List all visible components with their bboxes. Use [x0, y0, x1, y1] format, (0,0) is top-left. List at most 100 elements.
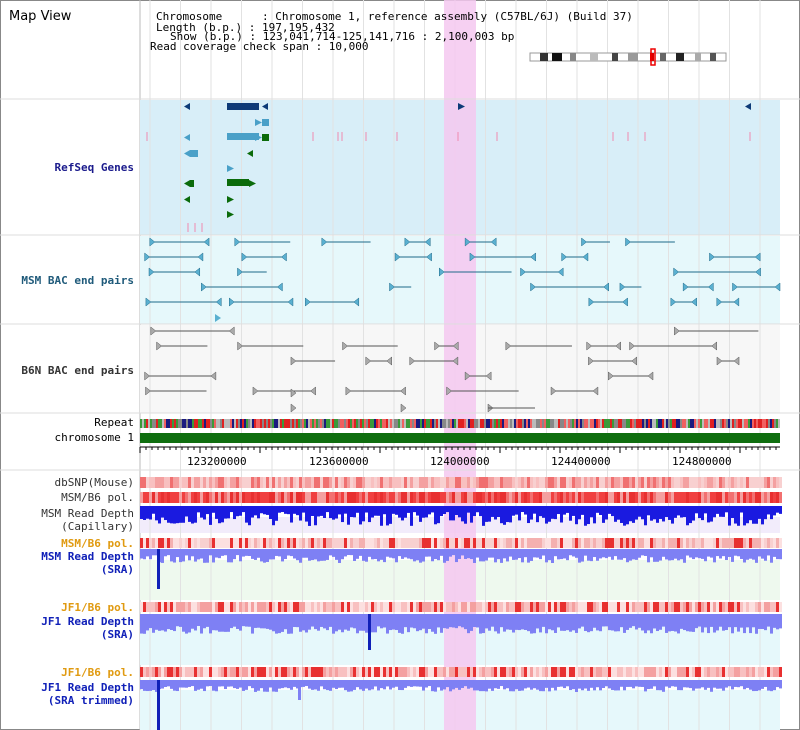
- snp-cell: [296, 492, 299, 503]
- depth-bar: [176, 506, 179, 524]
- repeat-segment: [192, 419, 194, 428]
- depth-bar: [341, 614, 344, 633]
- snp-cell: [554, 602, 557, 612]
- snp-cell: [488, 602, 491, 612]
- depth-bar: [758, 549, 761, 557]
- snp-cell: [422, 477, 425, 488]
- depth-bar: [596, 549, 599, 561]
- depth-bar: [542, 506, 545, 518]
- repeat-segment: [476, 419, 478, 428]
- snp-cell: [188, 602, 191, 612]
- depth-bar: [563, 506, 566, 515]
- snp-cell: [599, 602, 602, 612]
- track-label-jf1-pol-2[interactable]: JF1/B6 pol.: [61, 666, 134, 679]
- snp-cell: [593, 667, 596, 677]
- depth-bar: [710, 614, 713, 627]
- depth-bar: [242, 614, 245, 627]
- depth-bar: [761, 614, 764, 630]
- depth-bar: [308, 506, 311, 526]
- depth-bar: [284, 506, 287, 514]
- snp-cell: [152, 538, 155, 548]
- snp-cell: [293, 667, 296, 677]
- repeat-segment: [322, 419, 324, 428]
- track-label-repeat[interactable]: Repeat: [94, 416, 134, 429]
- snp-cell: [443, 602, 446, 612]
- track-label-msm-pol[interactable]: MSM/B6 pol.: [61, 491, 134, 504]
- track-label-jf1-depth-trimmed[interactable]: JF1 Read Depth: [41, 681, 134, 694]
- track-label-msm-depth-sra[interactable]: MSM Read Depth: [41, 550, 134, 563]
- track-label-refseq[interactable]: RefSeq Genes: [54, 161, 134, 174]
- snp-cell: [284, 477, 287, 488]
- track-label-jf1-pol[interactable]: JF1/B6 pol.: [61, 601, 134, 614]
- snp-cell: [539, 602, 542, 612]
- depth-bar: [554, 506, 557, 520]
- snp-cell: [611, 667, 614, 677]
- depth-bar: [707, 680, 710, 688]
- depth-bar: [602, 549, 605, 558]
- bac-end: [237, 341, 244, 351]
- depth-bar: [704, 680, 707, 690]
- track-label-b6n-bac[interactable]: B6N BAC end pairs: [21, 364, 134, 377]
- depth-bar: [401, 614, 404, 634]
- depth-bar: [149, 549, 152, 560]
- depth-bar: [725, 614, 728, 631]
- snp-cell: [344, 492, 347, 503]
- bac-end: [629, 341, 635, 351]
- depth-bar: [572, 549, 575, 557]
- track-label-jf1-depth-sra[interactable]: JF1 Read Depth: [41, 615, 134, 628]
- depth-bar: [776, 614, 779, 630]
- depth-bar: [749, 680, 752, 690]
- snp-cell: [515, 538, 518, 548]
- depth-bar: [251, 614, 254, 634]
- snp-cell: [362, 602, 365, 612]
- snp-cell: [761, 602, 764, 612]
- depth-bar: [449, 614, 452, 628]
- track-label-msm-depth-capillary[interactable]: MSM Read Depth: [41, 507, 134, 520]
- repeat-segment: [212, 419, 214, 428]
- repeat-segment: [150, 419, 152, 428]
- snp-cell: [308, 602, 311, 612]
- depth-bar: [689, 614, 692, 632]
- depth-bar: [224, 549, 227, 556]
- track-label-dbsnp[interactable]: dbSNP(Mouse): [54, 476, 134, 489]
- track-label-msm-pol-2[interactable]: MSM/B6 pol.: [61, 537, 134, 550]
- track-label-chromosome[interactable]: chromosome 1: [54, 431, 134, 444]
- snp-cell: [599, 477, 602, 488]
- snp-cell: [317, 492, 320, 503]
- snp-cell: [539, 492, 542, 503]
- repeat-segment: [196, 419, 198, 428]
- snp-cell: [497, 667, 500, 677]
- depth-bar: [395, 549, 398, 563]
- depth-bar: [344, 680, 347, 691]
- depth-bar: [368, 549, 371, 557]
- bac-end: [557, 267, 564, 277]
- depth-bar: [332, 680, 335, 688]
- depth-bar: [287, 680, 290, 689]
- snp-cell: [623, 667, 626, 677]
- repeat-segment: [364, 419, 366, 428]
- repeat-segment: [342, 419, 344, 428]
- snp-cell: [236, 538, 239, 548]
- snp-cell: [506, 492, 509, 503]
- depth-bar: [266, 680, 269, 692]
- snp-cell: [554, 667, 557, 677]
- depth-bar: [233, 680, 236, 689]
- snp-cell: [629, 477, 632, 488]
- snp-cell: [428, 602, 431, 612]
- snp-cell: [731, 602, 734, 612]
- track-label-msm-bac[interactable]: MSM BAC end pairs: [21, 274, 134, 287]
- depth-bar: [596, 614, 599, 631]
- repeat-segment: [478, 419, 480, 428]
- depth-bar: [746, 614, 749, 628]
- snp-cell: [362, 667, 365, 677]
- snp-cell: [662, 538, 665, 548]
- snp-cell: [185, 477, 188, 488]
- depth-bar: [356, 549, 359, 559]
- snp-cell: [152, 602, 155, 612]
- snp-cell: [503, 667, 506, 677]
- depth-bar: [725, 549, 728, 561]
- snp-cell: [362, 477, 365, 488]
- snp-cell: [662, 492, 665, 503]
- snp-cell: [725, 538, 728, 548]
